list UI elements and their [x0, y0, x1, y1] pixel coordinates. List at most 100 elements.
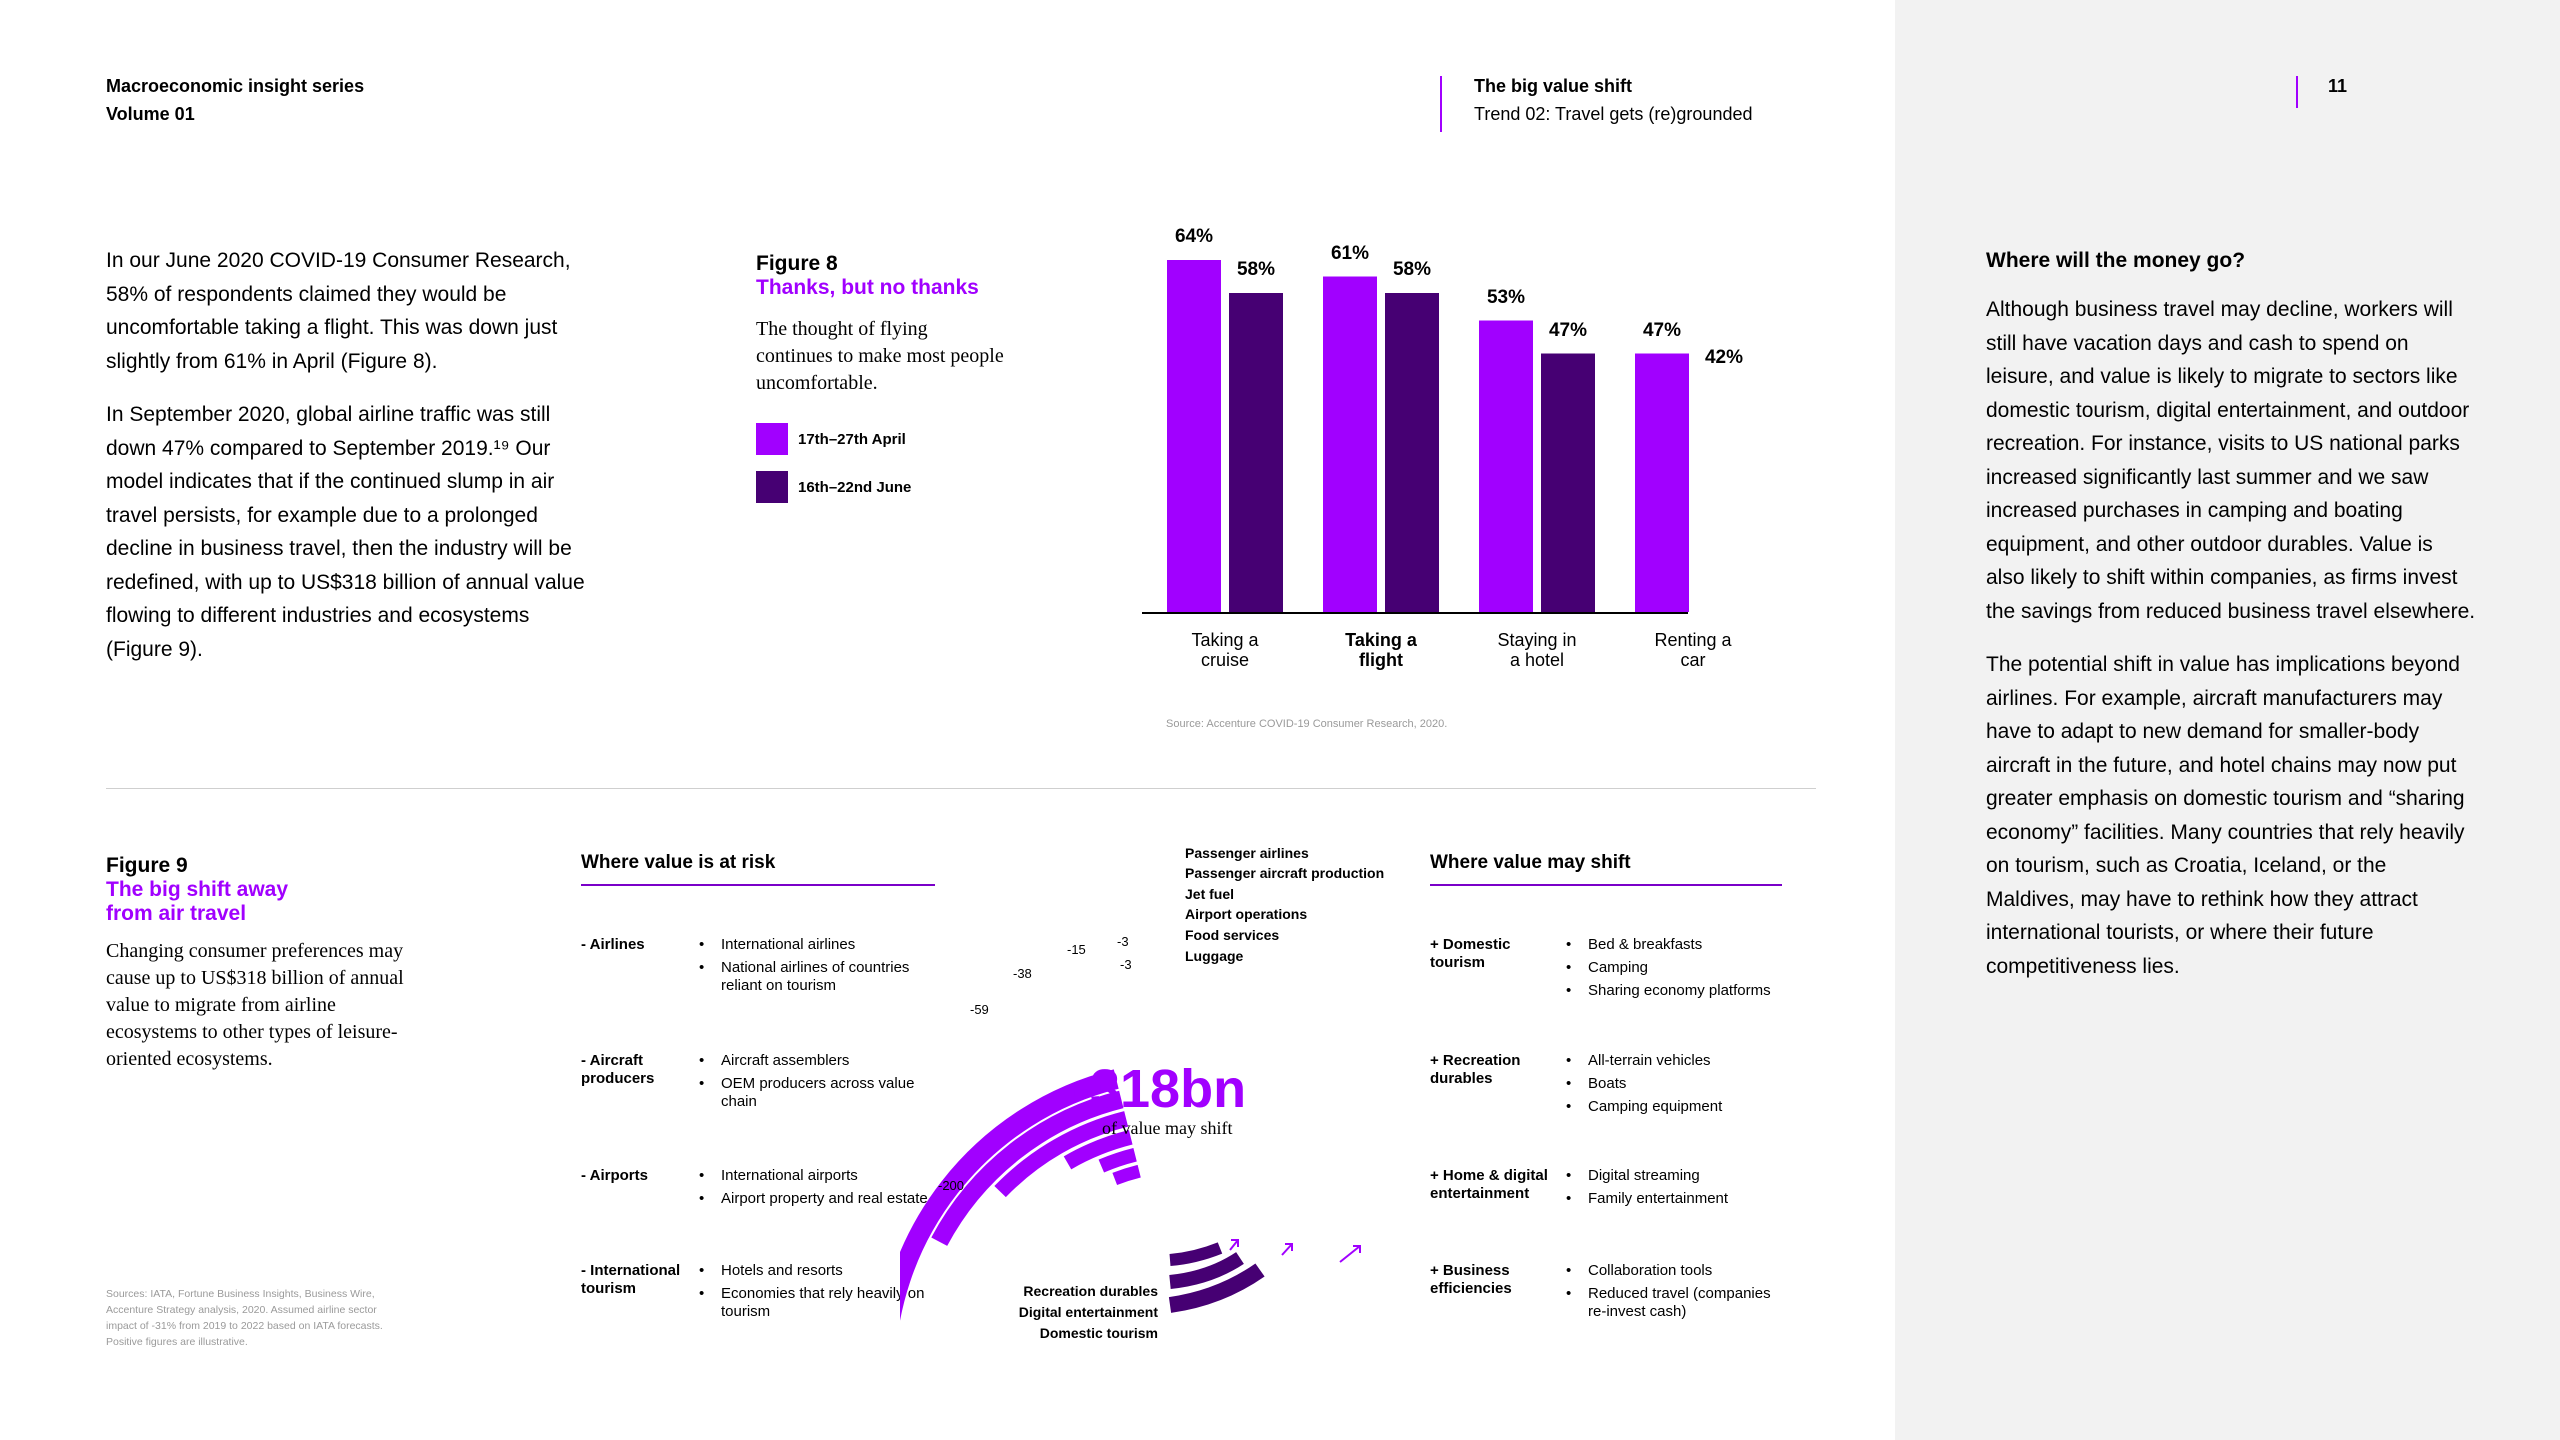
bar-value-label: 42%	[1704, 347, 1744, 368]
legend-item-june: 16th–22nd June	[756, 471, 1006, 503]
x-tick-line: cruise	[1200, 650, 1249, 670]
figure9-title: The big shift away from air travel	[106, 878, 289, 925]
series-title: Macroeconomic insight series	[106, 76, 365, 96]
figure8-title: Thanks, but no thanks	[756, 276, 979, 299]
arc-value: -38	[1013, 966, 1032, 981]
shift-category-0: + Domestic tourism	[1430, 936, 1511, 971]
shift-label: Domestic tourism	[1039, 1325, 1158, 1341]
bar-value-label: 47%	[1548, 319, 1588, 341]
arc-label: Passenger airlines	[1185, 845, 1309, 861]
x-tick-line: Taking a	[1191, 630, 1259, 650]
bar-value-label: 47%	[1642, 319, 1682, 341]
arc-segment-1	[931, 1090, 1124, 1246]
sidebar-text: Where will the money go? Although busine…	[1986, 244, 2476, 1003]
legend-label-june: 16th–22nd June	[798, 478, 912, 496]
figure8-caption: Figure 8 Thanks, but no thanks The thoug…	[756, 252, 1006, 519]
shift-column-header: Where value may shift	[1430, 852, 1782, 886]
risk-item: Economies that rely heavily on tourism	[699, 1285, 941, 1321]
shift-label: Digital entertainment	[1018, 1304, 1158, 1320]
arc-label: Luggage	[1185, 948, 1244, 964]
right-panel	[1895, 0, 2560, 1440]
volume-label: Volume 01	[106, 104, 195, 124]
page-header-right: The big value shift Trend 02: Travel get…	[1474, 72, 1752, 128]
sidebar-paragraph-2: The potential shift in value has implica…	[1986, 653, 2465, 978]
risk-items-3: Hotels and resorts Economies that rely he…	[699, 1262, 941, 1326]
risk-item: OEM producers across value chain	[699, 1075, 941, 1111]
x-tick-line: flight	[1359, 650, 1403, 670]
trend-title: Trend 02: Travel gets (re)grounded	[1474, 104, 1753, 124]
risk-category-2: - Airports	[581, 1167, 648, 1184]
shift-heading: Where value may shift	[1430, 852, 1631, 873]
x-tick-label: Staying in a hotel	[1467, 630, 1607, 670]
header-divider	[1440, 76, 1442, 132]
arc-segment-5	[1112, 1164, 1141, 1186]
bar-value-label: 58%	[1236, 259, 1276, 280]
risk-item: Airport property and real estate	[699, 1190, 941, 1208]
risk-items-0: International airlines National airlines …	[699, 936, 941, 1000]
x-tick-line: Taking a	[1345, 630, 1417, 650]
intro-text: In our June 2020 COVID-19 Consumer Resea…	[106, 244, 596, 686]
bar-1-1	[1385, 293, 1439, 612]
x-tick-line: Staying in	[1497, 630, 1577, 650]
shift-arc-1	[1169, 1252, 1244, 1289]
bar-2-0	[1479, 320, 1533, 612]
shift-items-2: Digital streaming Family entertainment	[1566, 1167, 1790, 1213]
risk-category-0: - Airlines	[581, 936, 645, 953]
arc-segment-0	[900, 1069, 1119, 1322]
risk-item: Hotels and resorts	[699, 1262, 941, 1280]
risk-heading: Where value is at risk	[581, 852, 776, 873]
shift-sections: + Domestic tourism Bed & breakfasts Campin…	[1430, 0, 1790, 1440]
shift-item: Reduced travel (companies re-invest cash…	[1566, 1285, 1790, 1321]
risk-category-1: - Aircraft producers	[581, 1052, 655, 1087]
page-number: 11	[2328, 76, 2348, 96]
intro-paragraph-2: In September 2020, global airline traffi…	[106, 403, 585, 661]
x-tick-label: Taking a flight	[1311, 630, 1451, 670]
sidebar-heading: Where will the money go?	[1986, 249, 2246, 272]
arc-value: -3	[1120, 957, 1132, 972]
shift-arrow-icon	[1339, 1245, 1361, 1263]
figure9-label: Figure 9	[106, 854, 188, 877]
shift-arc-0	[1168, 1263, 1265, 1313]
shift-item: Sharing economy platforms	[1566, 982, 1790, 1000]
page-number-divider	[2296, 76, 2298, 108]
doc-title: The big value shift	[1474, 76, 1633, 96]
big-value: -318bn	[1072, 1059, 1247, 1119]
figure8-legend: 17th–27th April 16th–22nd June	[756, 423, 1006, 503]
sidebar-paragraph-1: Although business travel may decline, wo…	[1986, 298, 2476, 623]
shift-category-3: + Business efficiencies	[1430, 1262, 1512, 1297]
figure9-caption: Figure 9 The big shift away from air tra…	[106, 854, 416, 1073]
shift-category-1: + Recreation durables	[1430, 1052, 1521, 1087]
arc-label: Food services	[1185, 927, 1280, 943]
arc-value: -59	[970, 1002, 989, 1017]
arc-label: Airport operations	[1185, 906, 1308, 922]
figure9-description: Changing consumer preferences may cause …	[106, 940, 404, 1070]
bar-value-label: 64%	[1174, 226, 1214, 247]
figure8-source: Source: Accenture COVID-19 Consumer Rese…	[1166, 718, 1448, 730]
shift-item: Family entertainment	[1566, 1190, 1790, 1208]
shift-items-1: All-terrain vehicles Boats Camping equipme…	[1566, 1052, 1790, 1121]
arc-label: Jet fuel	[1185, 886, 1235, 902]
risk-sections: - Airlines International airlines National…	[581, 0, 941, 1440]
intro-paragraph-1: In our June 2020 COVID-19 Consumer Resea…	[106, 249, 571, 373]
arc-value: -15	[1067, 942, 1086, 957]
risk-heading-rule	[581, 884, 935, 886]
figure8-chart: 64% 58% Taking a cruise 61% 58% Taking a flight…	[1140, 200, 1743, 680]
arc-value: -200	[938, 1178, 965, 1193]
bar-1-0	[1323, 276, 1377, 612]
bar-value-label: 61%	[1330, 242, 1370, 264]
bar-3-0	[1635, 353, 1689, 612]
figure8-description: The thought of flying continues to make …	[756, 318, 1004, 394]
bar-chart-svg	[1142, 260, 1689, 614]
shift-category-2: + Home & digital entertainment	[1430, 1167, 1548, 1202]
shift-item: Digital streaming	[1566, 1167, 1790, 1185]
risk-items-1: Aircraft assemblers OEM producers across …	[699, 1052, 941, 1116]
arc-value: -3	[1117, 934, 1129, 949]
big-value-caption: of value may shift	[1102, 1118, 1233, 1138]
risk-item: National airlines of countries reliant o…	[699, 959, 941, 995]
figure8-label: Figure 8	[756, 252, 838, 275]
risk-item: Aircraft assemblers	[699, 1052, 941, 1070]
shift-item: Bed & breakfasts	[1566, 936, 1790, 954]
section-divider	[106, 788, 1816, 789]
shift-item: Camping	[1566, 959, 1790, 977]
bar-value-label: 58%	[1392, 259, 1432, 280]
